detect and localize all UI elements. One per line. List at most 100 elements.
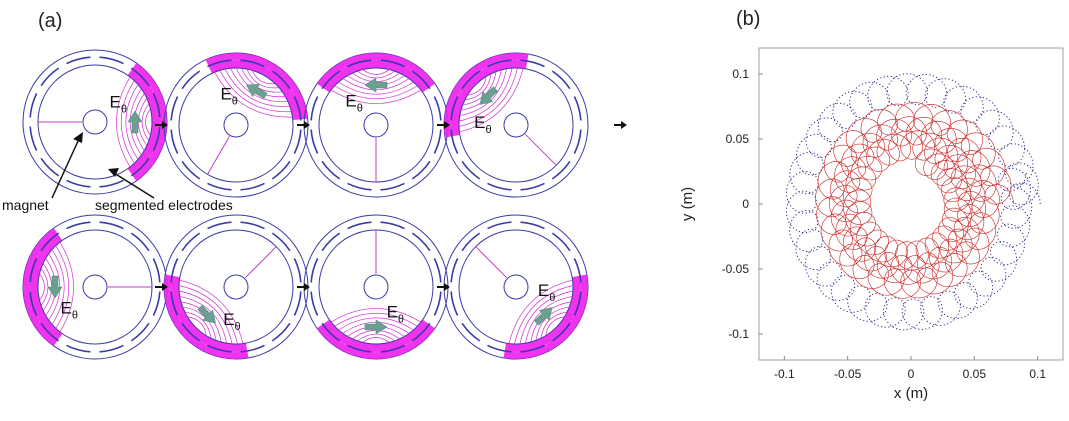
electrode-segment	[66, 344, 91, 353]
field-contour	[59, 241, 74, 333]
electrode-segment	[310, 291, 319, 316]
field-contour	[508, 279, 573, 344]
electrode-segment	[181, 232, 201, 252]
electrode-segment	[450, 96, 459, 121]
electrode-pointer-head	[108, 168, 119, 177]
electrode-segment	[461, 70, 481, 90]
field-contour	[338, 317, 414, 331]
field-contour	[251, 70, 276, 85]
electrode-frame: Eθ	[303, 214, 449, 360]
electrode-segment	[293, 291, 302, 316]
electrode-segment	[380, 221, 405, 230]
magnet-pointer	[51, 138, 80, 199]
sequence-arrow	[155, 121, 168, 129]
electrode-segment	[293, 96, 302, 121]
electrode-segment	[347, 182, 372, 191]
sequence-arrow	[614, 121, 627, 129]
electrode-segment	[573, 258, 582, 283]
electrode-frame: Eθ	[163, 214, 309, 360]
field-contour	[338, 81, 414, 95]
plot-frame	[758, 47, 1064, 361]
electrode-segment	[380, 59, 405, 68]
electrode-segment	[152, 126, 161, 151]
y-tick-label: 0	[742, 197, 749, 211]
electrode-frame: Eθ	[443, 214, 589, 360]
support-line	[524, 133, 557, 166]
electrode-segment	[271, 160, 291, 180]
electrode-frame: Eθ	[303, 52, 449, 198]
electrode-segment	[573, 291, 582, 316]
electrode-segment	[520, 182, 545, 191]
sequence-arrow	[437, 121, 450, 129]
x-tick-label: -0.1	[774, 367, 795, 381]
panel-a-label: (a)	[38, 10, 63, 32]
electrode-segment	[99, 56, 124, 65]
electrode-segment	[347, 344, 372, 353]
electrode-segment	[573, 96, 582, 121]
electrode-segment	[461, 322, 481, 342]
field-contour	[51, 249, 65, 325]
field-contour	[39, 273, 45, 301]
electrode-texture	[325, 328, 427, 353]
field-contour	[334, 85, 418, 100]
electrode-texture	[29, 236, 54, 338]
electrode-segment	[411, 160, 431, 180]
electrode-segment	[99, 221, 124, 230]
electrode-pointer	[113, 172, 155, 199]
x-axis-label: x (m)	[894, 385, 928, 402]
x-tick-label: 0.05	[963, 367, 987, 381]
magnet-circle	[503, 112, 529, 138]
field-contour	[459, 68, 513, 122]
electrode-segment	[293, 129, 302, 154]
trajectory-solid	[815, 101, 1014, 299]
electrode-segment	[380, 182, 405, 191]
sequence-arrow	[297, 121, 310, 129]
field-contour	[120, 80, 135, 164]
electrode-segment	[170, 96, 179, 121]
y-tick-label: 0.1	[732, 67, 749, 81]
e-theta-subscript: θ	[72, 310, 78, 322]
electrode-segment	[181, 322, 201, 342]
e-theta-arrow	[364, 77, 388, 93]
electrode-segment	[130, 67, 150, 87]
field-contour	[514, 285, 574, 345]
sequence-arrow	[437, 283, 450, 291]
panel-b: (b) -0.1 -0.05 0 0.05 0.1 0.1 0.05 0 -0.05 -0.1 x …	[660, 0, 1069, 416]
e-theta-arrow	[479, 86, 499, 105]
electrode-segment	[240, 182, 265, 191]
field-contour	[55, 245, 70, 329]
active-electrode-region	[163, 274, 249, 359]
panel-b-label: (b)	[736, 8, 761, 30]
electrode-segment	[40, 232, 60, 252]
electrodes-annotation: segmented electrodes	[95, 197, 233, 213]
active-electrode-region	[317, 319, 435, 359]
electrode-segment	[207, 344, 232, 353]
electrode-frame: Eθ	[163, 52, 309, 198]
electrode-segment	[321, 232, 341, 252]
electrode-segment	[66, 221, 91, 230]
electrode-segment	[321, 322, 341, 342]
electrode-texture	[136, 71, 161, 173]
electrode-segment	[40, 322, 60, 342]
electrode-segment	[29, 291, 38, 316]
electrode-segment	[130, 322, 150, 342]
magnet-circle	[363, 112, 389, 138]
electrode-segment	[321, 160, 341, 180]
electrode-segment	[99, 344, 124, 353]
electrode-segment	[347, 59, 372, 68]
electrode-segment	[40, 157, 60, 177]
electrode-segment	[271, 70, 291, 90]
magnet-circle	[82, 274, 108, 300]
support-line	[244, 246, 277, 279]
electrode-segment	[487, 59, 512, 68]
active-electrode-region	[127, 63, 167, 181]
electrode-segment	[573, 129, 582, 154]
e-theta-arrow	[47, 275, 63, 299]
field-contour	[179, 279, 244, 344]
electrode-segment	[207, 221, 232, 230]
field-contour	[214, 71, 293, 118]
e-theta-subscript: θ	[235, 321, 241, 333]
electrode-segment	[29, 258, 38, 283]
field-contour	[459, 68, 524, 133]
electrode-segment	[520, 59, 545, 68]
